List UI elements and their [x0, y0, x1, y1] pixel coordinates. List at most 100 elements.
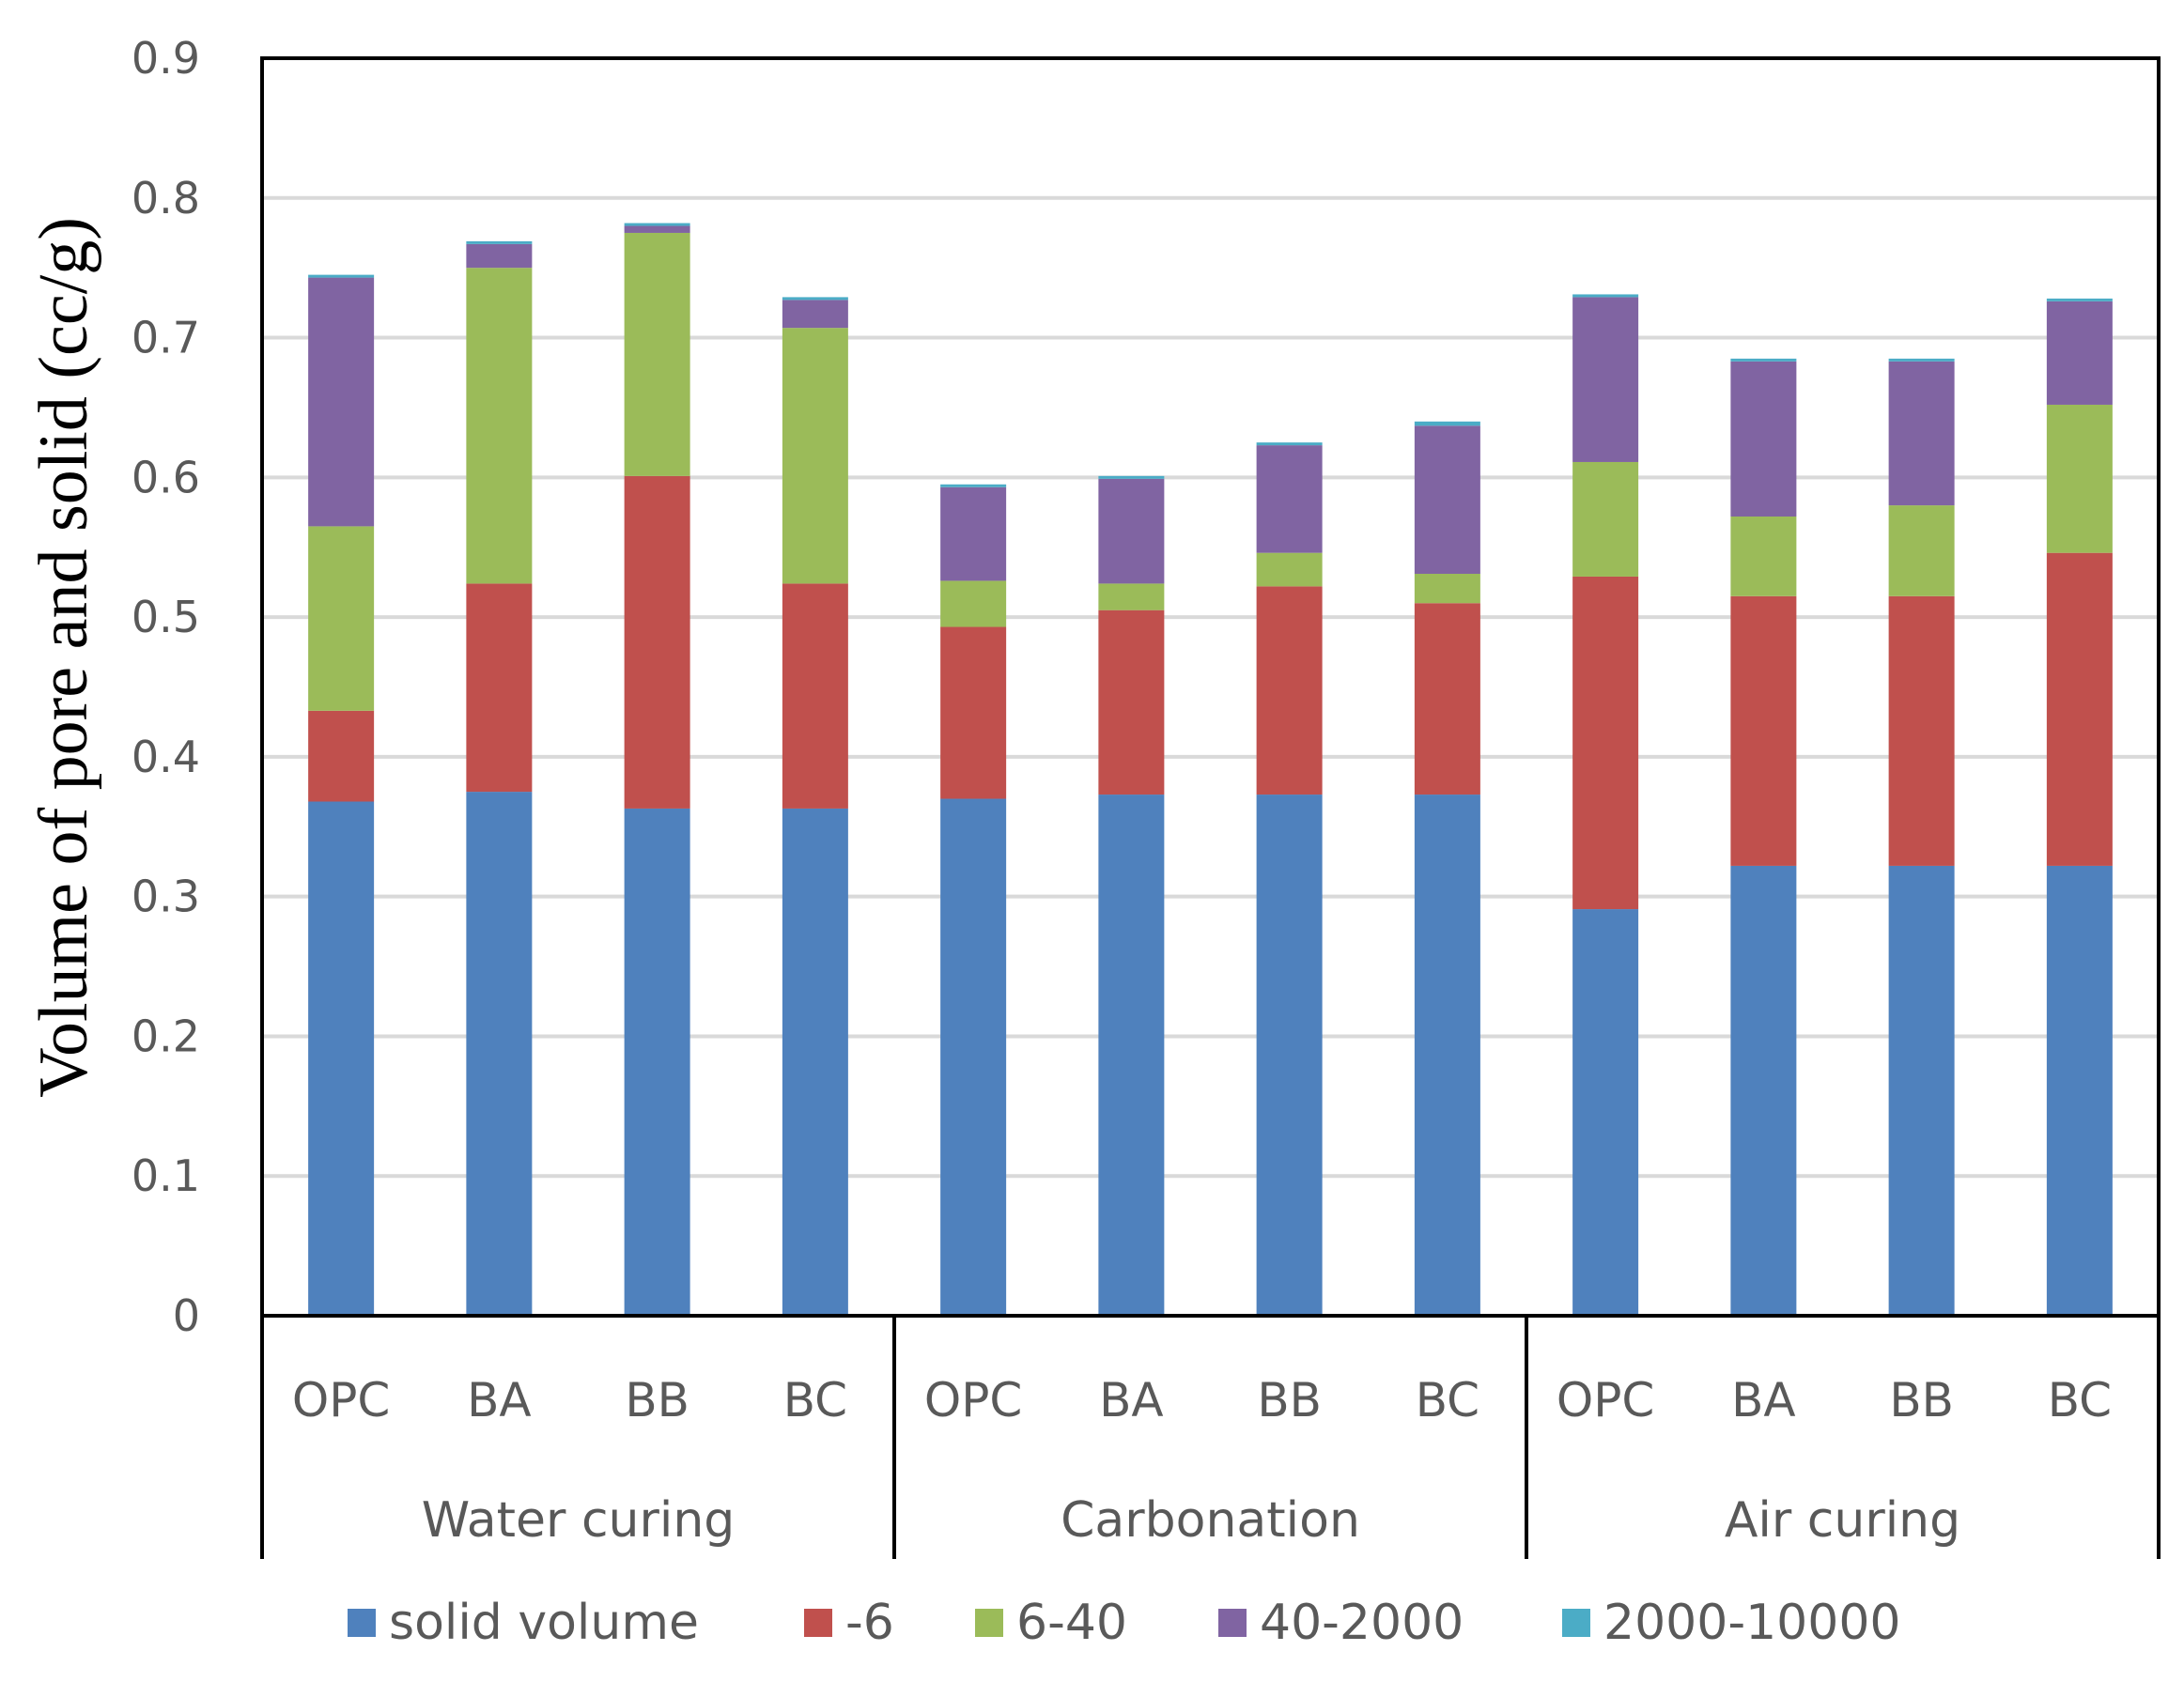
plot-frame — [260, 56, 2161, 1318]
bar-segment — [308, 526, 375, 711]
bar-segment — [1730, 865, 1797, 1316]
bars — [308, 223, 2113, 1316]
bar-segment — [624, 225, 690, 233]
x-tick-label: BA — [1731, 1373, 1796, 1427]
y-axis-ticks: 0 0.1 0.2 0.3 0.4 0.5 0.6 0.7 0.8 0.9 — [132, 33, 200, 1341]
x-tick-label: OPC — [1557, 1373, 1654, 1427]
bar-segment — [940, 580, 1007, 627]
bar-segment — [1256, 552, 1323, 587]
bar-segment — [782, 808, 848, 1316]
bar-segment — [1730, 516, 1797, 596]
bar-segment — [1572, 461, 1639, 577]
bar-segment — [2046, 552, 2113, 866]
bar-segment — [624, 232, 690, 476]
bar-segment — [2046, 298, 2113, 301]
bar-segment — [1414, 795, 1480, 1316]
gridlines — [262, 56, 2159, 1179]
y-tick-label: 0.5 — [132, 592, 200, 642]
y-tick-label: 0.1 — [132, 1150, 200, 1201]
y-tick-label: 0.7 — [132, 313, 200, 363]
bar-segment — [466, 792, 533, 1316]
bar-segment — [466, 268, 533, 584]
x-tick-label: BC — [1416, 1373, 1479, 1427]
bar-segment — [2046, 404, 2113, 553]
x-tick-label: BC — [783, 1373, 847, 1427]
bar-segment — [308, 801, 375, 1316]
x-tick-label: OPC — [292, 1373, 390, 1427]
y-tick-label: 0 — [173, 1290, 200, 1341]
bar-segment — [1730, 361, 1797, 517]
y-tick-label: 0.4 — [132, 732, 200, 782]
y-tick-label: 0.3 — [132, 872, 200, 922]
bar-segment — [308, 710, 375, 802]
legend-label: -6 — [845, 1595, 894, 1651]
bar-segment — [1888, 595, 1955, 866]
bar-segment — [1888, 361, 1955, 506]
bar-segment — [1730, 358, 1797, 362]
bar-segment — [624, 808, 690, 1316]
bar-segment — [782, 583, 848, 809]
bar-segment — [1098, 475, 1165, 479]
bar-segment — [1572, 576, 1639, 910]
bar-segment — [624, 223, 690, 226]
bar-segment — [1256, 795, 1323, 1316]
bar-segment — [466, 243, 533, 269]
bar-segment — [1098, 583, 1165, 610]
bar-segment — [624, 475, 690, 809]
y-tick-label: 0.6 — [132, 452, 200, 502]
bar-segment — [466, 240, 533, 244]
bar-segment — [1256, 445, 1323, 553]
bar-segment — [782, 300, 848, 329]
legend-label: 40-2000 — [1260, 1595, 1464, 1651]
bar-segment — [308, 274, 375, 278]
bar-segment — [1098, 478, 1165, 584]
bar-segment — [940, 626, 1007, 799]
bar-segment — [308, 277, 375, 527]
y-tick-label: 0.9 — [132, 33, 200, 84]
legend-swatch — [975, 1609, 1003, 1637]
x-axis-labels: OPC BA BB BC OPC BA BB BC OPC BA BB BC Water curing C… — [292, 1373, 2112, 1549]
x-tick-label: BA — [467, 1373, 532, 1427]
legend-swatch — [1218, 1609, 1247, 1637]
bar-segment — [1256, 586, 1323, 795]
bar-segment — [1414, 603, 1480, 795]
bar-segment — [1098, 795, 1165, 1316]
legend: solid volume -6 6-40 40-2000 2000-10000 — [348, 1595, 1901, 1651]
bar-segment — [466, 583, 533, 793]
group-label: Water curing — [422, 1492, 736, 1549]
x-tick-label: BA — [1099, 1373, 1164, 1427]
group-label: Carbonation — [1061, 1492, 1360, 1549]
x-tick-label: BB — [1257, 1373, 1322, 1427]
bar-segment — [940, 484, 1007, 487]
bar-segment — [1888, 505, 1955, 596]
bar-segment — [1098, 610, 1165, 795]
bar-segment — [1256, 442, 1323, 446]
group-label: Air curing — [1725, 1492, 1960, 1549]
bar-segment — [1888, 865, 1955, 1316]
bar-segment — [1414, 425, 1480, 574]
y-tick-label: 0.2 — [132, 1011, 200, 1061]
bar-segment — [1572, 297, 1639, 462]
x-tick-label: BB — [625, 1373, 689, 1427]
bar-segment — [1414, 573, 1480, 604]
legend-label: 6-40 — [1016, 1595, 1127, 1651]
x-tick-label: BC — [2048, 1373, 2112, 1427]
legend-swatch — [1562, 1609, 1590, 1637]
bar-segment — [1888, 358, 1955, 362]
bar-segment — [1572, 909, 1639, 1316]
y-tick-label: 0.8 — [132, 173, 200, 224]
x-tick-label: BB — [1889, 1373, 1954, 1427]
x-tick-label: OPC — [924, 1373, 1022, 1427]
axes — [260, 56, 2161, 1559]
bar-segment — [1730, 595, 1797, 866]
legend-label: 2000-10000 — [1603, 1595, 1901, 1651]
bar-segment — [2046, 301, 2113, 405]
legend-label: solid volume — [389, 1595, 699, 1651]
legend-swatch — [348, 1609, 376, 1637]
bar-segment — [1572, 294, 1639, 298]
bar-segment — [782, 328, 848, 584]
bar-segment — [940, 486, 1007, 581]
bar-segment — [782, 297, 848, 301]
bar-segment — [2046, 865, 2113, 1316]
